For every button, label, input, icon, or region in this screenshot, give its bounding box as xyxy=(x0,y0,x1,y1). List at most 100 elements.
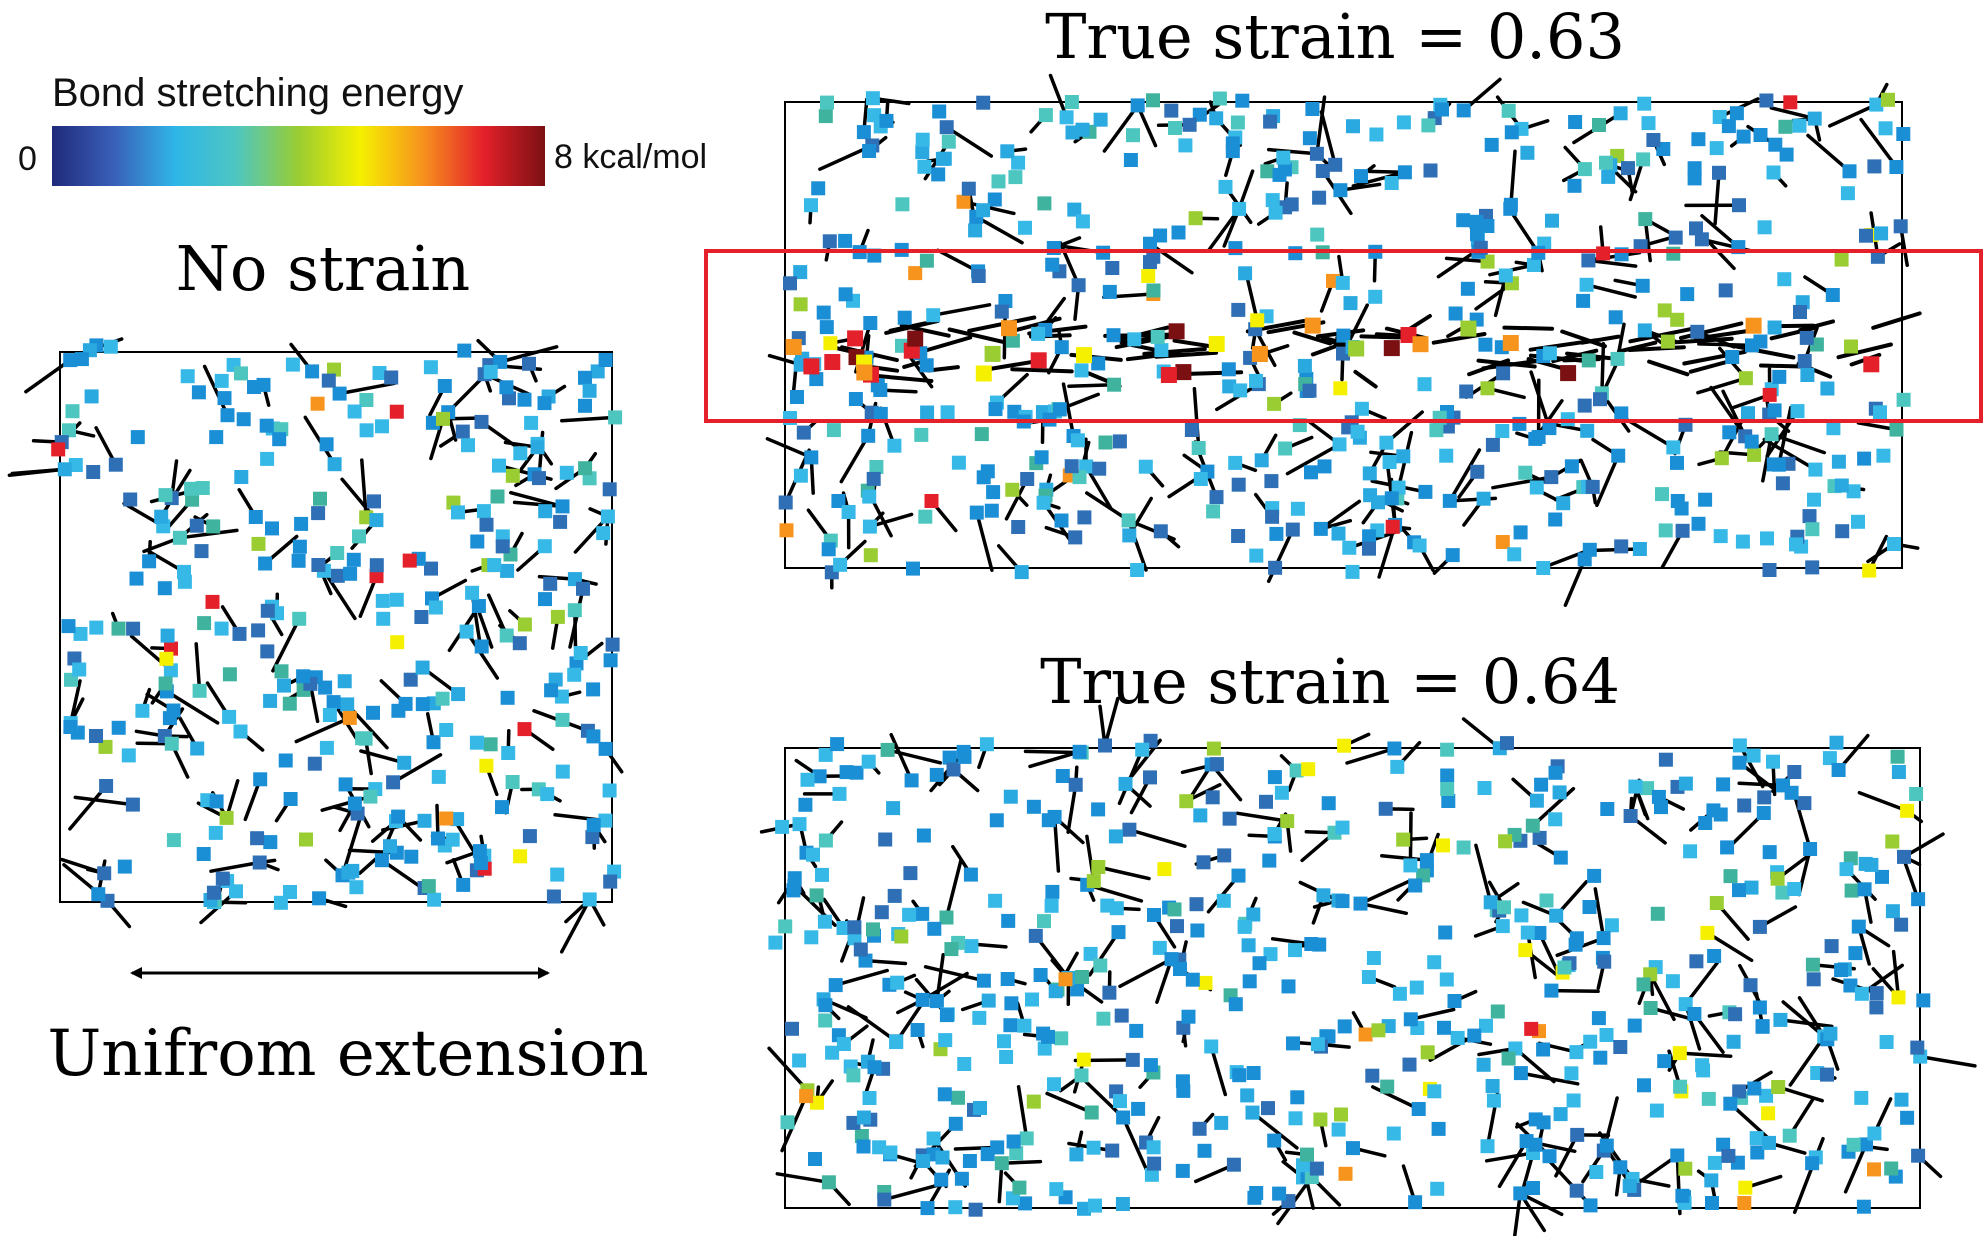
node xyxy=(832,786,847,801)
node xyxy=(808,1152,822,1166)
bond xyxy=(165,689,220,725)
node xyxy=(869,460,884,474)
node xyxy=(1518,943,1533,958)
node xyxy=(968,1202,983,1217)
node xyxy=(191,385,206,400)
node xyxy=(359,393,374,407)
node xyxy=(1185,972,1200,987)
node xyxy=(1217,848,1232,863)
node xyxy=(948,1116,963,1131)
node xyxy=(1599,1028,1614,1042)
node xyxy=(1226,1157,1241,1172)
node xyxy=(163,663,178,678)
node xyxy=(1859,1137,1873,1152)
node xyxy=(972,1010,987,1025)
node xyxy=(1018,220,1032,235)
node xyxy=(340,697,355,712)
network-panel-no-strain xyxy=(7,337,624,954)
node xyxy=(130,430,145,445)
node xyxy=(1231,477,1246,492)
node xyxy=(800,772,815,787)
node xyxy=(1204,1039,1219,1054)
node xyxy=(902,907,917,922)
node xyxy=(1290,501,1305,516)
node xyxy=(1193,808,1208,823)
node xyxy=(1346,119,1360,134)
node xyxy=(273,895,288,910)
node xyxy=(1130,563,1145,577)
node xyxy=(1896,127,1911,141)
node xyxy=(1254,453,1269,468)
bond xyxy=(1502,325,1555,331)
node xyxy=(895,197,910,212)
node xyxy=(1593,392,1607,407)
node xyxy=(817,914,832,929)
node xyxy=(103,339,118,354)
node xyxy=(1267,396,1282,411)
node xyxy=(159,651,174,666)
node xyxy=(555,499,570,514)
extension-label: Unifrom extension xyxy=(47,1017,648,1091)
node xyxy=(196,847,211,861)
node xyxy=(479,517,494,532)
node xyxy=(908,266,923,281)
node xyxy=(979,737,994,752)
node xyxy=(471,599,486,613)
node xyxy=(1750,1145,1765,1160)
node xyxy=(1435,102,1449,117)
node xyxy=(1513,525,1528,540)
node xyxy=(1640,781,1655,796)
node xyxy=(1396,449,1411,464)
node xyxy=(1824,939,1839,954)
node xyxy=(427,892,442,907)
node xyxy=(906,561,920,576)
node xyxy=(1332,437,1347,452)
node xyxy=(1108,829,1123,844)
node xyxy=(935,151,950,166)
bond xyxy=(1066,783,1078,834)
node xyxy=(1568,937,1583,952)
node xyxy=(439,811,454,826)
node xyxy=(363,789,378,804)
node xyxy=(1086,874,1101,889)
bond xyxy=(1713,171,1721,226)
node xyxy=(415,697,430,712)
node xyxy=(548,672,563,687)
node xyxy=(1698,816,1713,830)
node xyxy=(1105,1143,1120,1158)
node xyxy=(858,953,873,968)
node xyxy=(1621,161,1635,176)
node xyxy=(1737,1196,1752,1210)
node xyxy=(1146,283,1161,298)
bond xyxy=(1409,1007,1456,1022)
node xyxy=(97,866,112,881)
node xyxy=(894,929,909,944)
node xyxy=(1440,782,1455,796)
node xyxy=(495,800,509,815)
node xyxy=(1168,323,1185,340)
node xyxy=(1267,1133,1282,1148)
node xyxy=(1402,1057,1417,1072)
node xyxy=(1599,1138,1614,1153)
node xyxy=(1683,844,1698,859)
node xyxy=(1777,272,1792,287)
node xyxy=(1036,495,1051,510)
node xyxy=(1197,1143,1212,1158)
node xyxy=(483,737,498,752)
node xyxy=(918,509,933,524)
bond xyxy=(1353,369,1378,389)
node xyxy=(1808,462,1823,477)
node xyxy=(1614,539,1629,554)
node xyxy=(1084,1105,1099,1120)
bond xyxy=(1593,887,1606,940)
node xyxy=(1732,755,1747,770)
node xyxy=(1536,561,1551,575)
node xyxy=(1592,118,1606,132)
node xyxy=(1209,111,1224,126)
node xyxy=(783,276,797,291)
node xyxy=(951,455,966,470)
node xyxy=(367,494,381,509)
node xyxy=(251,536,266,551)
node xyxy=(1009,1146,1024,1161)
node xyxy=(1696,1063,1711,1078)
